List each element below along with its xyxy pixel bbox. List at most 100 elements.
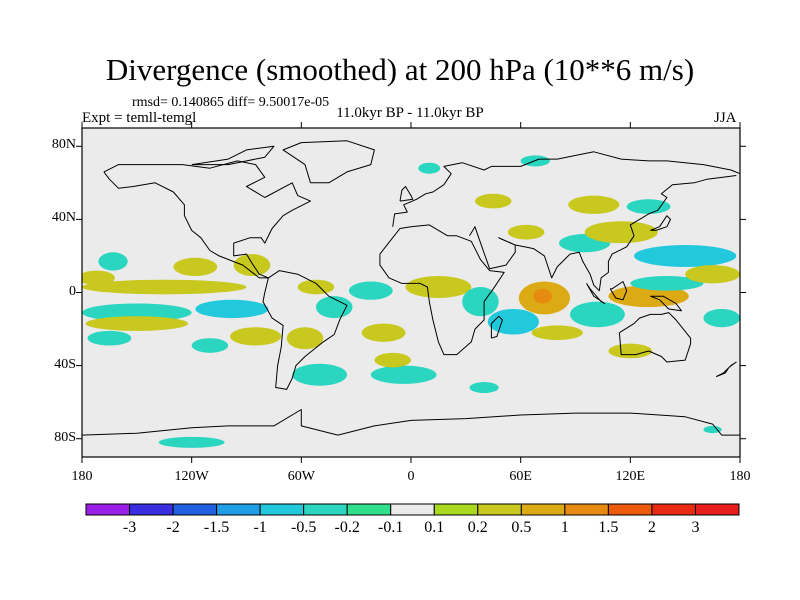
divergence-region: [361, 323, 406, 342]
coastline: [490, 315, 503, 339]
divergence-region: [469, 382, 499, 394]
y-tick-label: 40N: [51, 210, 76, 226]
divergence-region: [374, 352, 411, 368]
coastline: [262, 270, 348, 390]
divergence-region: [158, 436, 225, 448]
divergence-region: [82, 270, 115, 286]
y-tick-label: 40S: [54, 356, 76, 372]
divergence-region: [87, 330, 132, 346]
colorbar-label: 1.5: [598, 519, 619, 536]
colorbar-swatch: [216, 503, 261, 516]
divergence-region: [195, 299, 269, 319]
coastline: [586, 283, 606, 304]
y-tick-label: 80N: [51, 137, 76, 153]
y-tick-label: 80S: [54, 429, 76, 445]
divergence-region: [348, 281, 393, 300]
x-tick-label: 60W: [287, 469, 315, 484]
divergence-region: [474, 193, 512, 209]
divergence-region: [608, 343, 653, 359]
divergence-region: [82, 303, 192, 322]
divergence-region: [418, 162, 441, 174]
coastline: [618, 312, 692, 363]
colorbar-label: -1.5: [203, 519, 230, 536]
divergence-region: [626, 199, 671, 214]
colorbar-swatch: [85, 503, 131, 516]
coastline: [609, 281, 628, 301]
divergence-region: [533, 288, 552, 304]
colorbar-label: -1: [253, 519, 267, 536]
coastline: [399, 186, 414, 202]
coastline: [392, 151, 740, 227]
coastline: [469, 175, 737, 292]
divergence-region: [608, 285, 689, 308]
coastline: [650, 295, 682, 312]
experiment-label: Expt = temll-temgl: [82, 110, 197, 126]
divergence-region: [233, 254, 271, 277]
chart-title: Divergence (smoothed) at 200 hPa (10**6 …: [105, 52, 695, 87]
divergence-region: [191, 338, 229, 353]
divergence-region: [292, 363, 348, 386]
colorbar-swatch: [346, 503, 392, 516]
x-tick-label: 120W: [174, 469, 209, 484]
divergence-region: [82, 279, 247, 295]
divergence-region: [173, 257, 218, 277]
colorbar-label: 0.2: [467, 519, 488, 536]
divergence-region: [685, 265, 740, 284]
x-tick-label: 180: [71, 469, 93, 484]
colorbar-label: 3: [691, 519, 700, 536]
divergence-region: [584, 221, 658, 244]
colorbar-swatch: [433, 503, 479, 516]
divergence-region: [487, 308, 539, 335]
colorbar-swatch: [172, 503, 218, 516]
rmsd-diff-stats: rmsd= 0.140865 diff= 9.50017e-05: [132, 95, 330, 110]
colorbar-swatch: [477, 503, 522, 516]
colorbar-swatch: [694, 503, 740, 516]
x-tick-label: 60E: [509, 469, 532, 484]
colorbar-swatch: [564, 503, 609, 516]
divergence-region: [633, 244, 737, 267]
colorbar-label: -2: [166, 519, 180, 536]
time-period-label: 11.0kyr BP - 11.0kyr BP: [336, 105, 484, 121]
divergence-region: [568, 195, 620, 214]
coastline: [191, 145, 275, 166]
divergence-region: [630, 276, 704, 291]
divergence-region: [286, 327, 324, 350]
colorbar-label: 1: [560, 519, 569, 536]
divergence-region: [405, 276, 472, 298]
colorbar-label: -3: [122, 519, 137, 536]
coastline: [650, 215, 671, 231]
coastline: [282, 140, 375, 184]
colorbar-label: 0.1: [424, 519, 445, 536]
colorbar-swatch: [607, 503, 653, 516]
y-tick-label: 0: [69, 283, 76, 299]
divergence-region: [507, 224, 545, 240]
season-label: JJA: [714, 110, 737, 126]
colorbar-swatch: [129, 503, 174, 516]
divergence-region: [703, 425, 722, 434]
coastline: [103, 160, 311, 279]
divergence-region: [531, 325, 583, 341]
coastline: [379, 224, 505, 356]
divergence-region: [370, 365, 437, 384]
x-tick-label: 0: [407, 469, 415, 484]
colorbar-label: 0.5: [511, 519, 532, 536]
divergence-region: [462, 287, 499, 317]
coastline: [82, 409, 740, 436]
divergence-region: [98, 252, 128, 271]
divergence-region: [570, 301, 625, 328]
x-tick-label: 120E: [615, 469, 646, 484]
colorbar-label: -0.2: [334, 519, 360, 536]
divergence-region: [297, 279, 335, 295]
colorbar-label: -0.5: [290, 519, 317, 536]
colorbar-swatch: [390, 503, 435, 516]
coastlines: [82, 140, 740, 436]
colorbar-swatch: [303, 503, 348, 516]
colorbar-label: 2: [647, 519, 656, 536]
colorbar-swatch: [259, 503, 305, 516]
divergence-region: [230, 327, 282, 346]
colorbar-swatch: [651, 503, 696, 516]
coastline: [715, 361, 737, 378]
divergence-region: [85, 316, 189, 331]
divergence-region: [703, 308, 740, 328]
